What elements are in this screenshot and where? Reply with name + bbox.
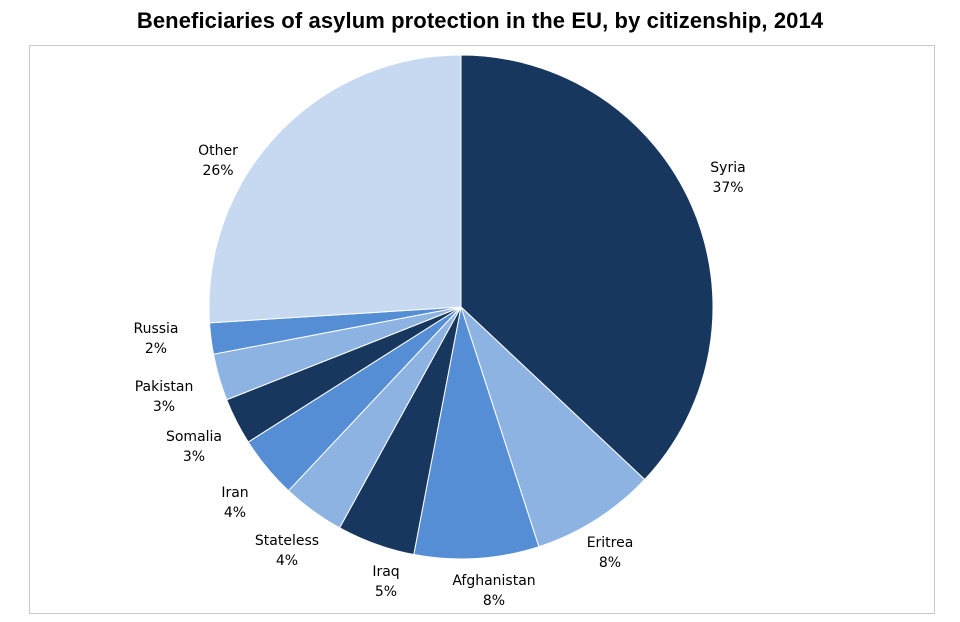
slice-percent-iran: 4%: [224, 505, 246, 521]
pie-labels: Syria 37% Eritrea 8% Afghanistan 8% Iraq 5% Stat…: [133, 143, 745, 609]
slice-percent-other: 26%: [202, 163, 233, 179]
slice-percent-pakistan: 3%: [153, 399, 175, 415]
slice-percent-eritrea: 8%: [599, 555, 621, 571]
pie-slice-syria: [460, 54, 714, 481]
slice-percent-afghanistan: 8%: [483, 593, 505, 609]
slice-label-eritrea: Eritrea: [587, 535, 634, 551]
slice-label-iraq: Iraq: [372, 564, 399, 580]
slice-percent-somalia: 3%: [183, 449, 205, 465]
slice-label-somalia: Somalia: [166, 429, 222, 445]
slice-percent-russia: 2%: [145, 341, 167, 357]
slice-label-other: Other: [198, 143, 238, 159]
slice-label-russia: Russia: [133, 321, 178, 337]
pie-slice-other: [208, 54, 462, 324]
slice-label-pakistan: Pakistan: [135, 379, 194, 395]
slice-label-iran: Iran: [221, 485, 248, 501]
slice-percent-syria: 37%: [712, 180, 743, 196]
pie-slice-eritrea: [460, 306, 646, 548]
chart-title: Beneficiaries of asylum protection in th…: [136, 8, 824, 33]
slice-percent-iraq: 5%: [375, 584, 397, 600]
pie-slice-afghanistan: [413, 306, 540, 560]
slice-label-afghanistan: Afghanistan: [452, 573, 535, 589]
slice-label-stateless: Stateless: [255, 533, 319, 549]
pie-slices: [208, 54, 714, 560]
slice-label-syria: Syria: [710, 160, 745, 176]
slice-percent-stateless: 4%: [276, 553, 298, 569]
